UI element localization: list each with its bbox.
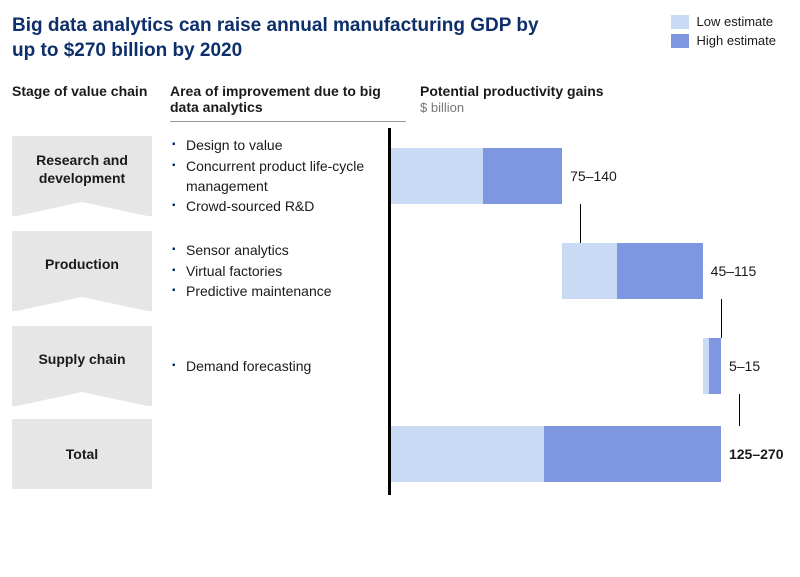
bar-high [617, 243, 703, 299]
area-item: Predictive maintenance [172, 281, 372, 301]
area-item: Demand forecasting [172, 356, 372, 376]
area-list: Sensor analyticsVirtual factoriesPredict… [152, 236, 388, 305]
header-area: Area of improvement due to big data anal… [170, 83, 406, 122]
legend: Low estimate High estimate [671, 14, 776, 52]
legend-high-label: High estimate [697, 33, 776, 48]
table-row: Supply chain Demand forecasting 5–15 [12, 318, 800, 413]
chart-rows: Research and developmentDesign to valueC… [0, 128, 800, 495]
bar-cell: 5–15 [388, 318, 768, 413]
column-headers: Stage of value chain Area of improvement… [0, 83, 800, 122]
area-list [152, 450, 388, 458]
bar-low [391, 148, 483, 204]
bar-high [709, 338, 721, 394]
stage-box: Research and development [12, 136, 152, 216]
table-row: Total 125–270 [12, 413, 800, 495]
bar-cell: 75–140 [388, 128, 768, 223]
area-item: Concurrent product life-cycle management [172, 156, 372, 197]
stage-box: Total [12, 419, 152, 489]
bar-cell: 45–115 [388, 223, 768, 318]
value-label: 75–140 [570, 168, 617, 184]
swatch-low [671, 15, 689, 29]
bar-high [544, 426, 721, 482]
value-label: 5–15 [729, 358, 760, 374]
area-item: Sensor analytics [172, 240, 372, 260]
bar-low [391, 426, 544, 482]
stage-chevron: Research and development [12, 136, 152, 216]
table-row: ProductionSensor analyticsVirtual factor… [12, 223, 800, 318]
header-chart-sub: $ billion [420, 100, 464, 115]
legend-item-low: Low estimate [671, 14, 776, 29]
bar-low [562, 243, 617, 299]
bar-cell: 125–270 [388, 413, 768, 495]
legend-item-high: High estimate [671, 33, 776, 48]
connector-line [739, 394, 740, 427]
area-item: Virtual factories [172, 261, 372, 281]
stage-chevron: Total [12, 419, 152, 489]
stage-box: Production [12, 231, 152, 311]
area-list: Demand forecasting [152, 352, 388, 380]
connector-line [721, 299, 722, 338]
table-row: Research and developmentDesign to valueC… [12, 128, 800, 223]
area-item: Design to value [172, 135, 372, 155]
stage-chevron: Production [12, 231, 152, 311]
header-stage: Stage of value chain [12, 83, 170, 122]
value-label: 45–115 [711, 263, 757, 279]
stage-chevron: Supply chain [12, 326, 152, 406]
connector-line [580, 204, 581, 243]
value-label: 125–270 [729, 446, 784, 462]
stage-box: Supply chain [12, 326, 152, 406]
chart-title: Big data analytics can raise annual manu… [0, 0, 540, 63]
area-item: Crowd-sourced R&D [172, 196, 372, 216]
area-list: Design to valueConcurrent product life-c… [152, 131, 388, 220]
legend-low-label: Low estimate [697, 14, 774, 29]
header-chart: Potential productivity gains $ billion [406, 83, 786, 122]
header-chart-title: Potential productivity gains [420, 83, 604, 99]
bar-high [483, 148, 562, 204]
swatch-high [671, 34, 689, 48]
